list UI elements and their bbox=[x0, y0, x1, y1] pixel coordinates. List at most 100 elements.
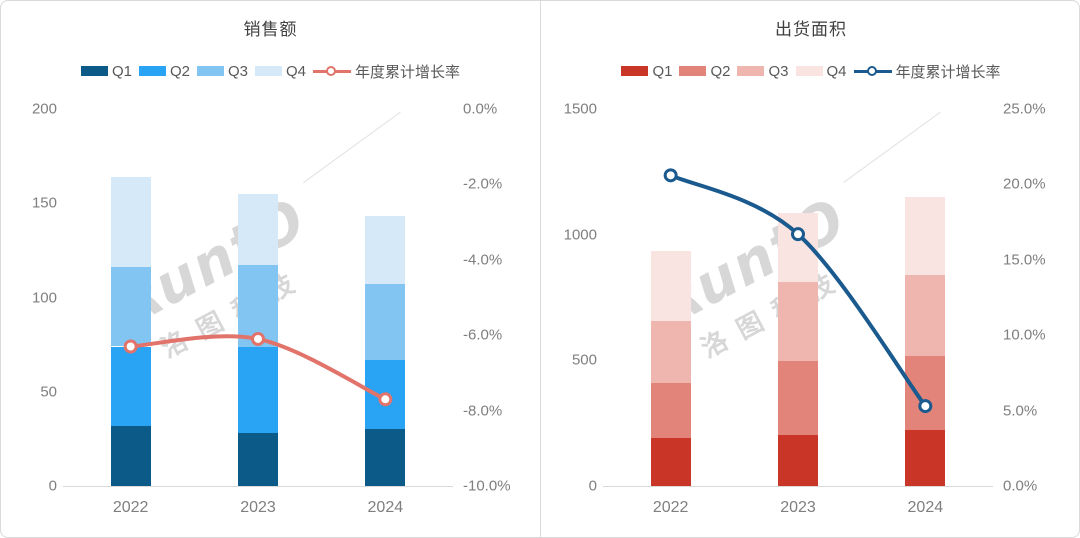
bar-segment-q3-2024 bbox=[365, 284, 406, 360]
legend-swatch bbox=[795, 66, 823, 76]
y-axis-left-tick-label: 150 bbox=[31, 194, 57, 212]
x-axis-label: 2022 bbox=[112, 499, 149, 516]
y-axis-right-tick-label: 20.0% bbox=[1003, 175, 1046, 193]
legend-swatch bbox=[138, 66, 166, 76]
bar-segment-q1-2024 bbox=[905, 430, 946, 486]
x-axis-line bbox=[603, 486, 993, 487]
x-axis-label: 2023 bbox=[240, 499, 276, 516]
legend-line-dot bbox=[866, 66, 877, 76]
y-axis-right-tick-label: 5.0% bbox=[1003, 402, 1038, 420]
bar-segment-q1-2023 bbox=[778, 435, 818, 486]
bar-segment-q2-2023 bbox=[238, 346, 278, 434]
bar-segment-q2-2024 bbox=[905, 355, 946, 431]
bar-segment-q2-2022 bbox=[650, 383, 691, 439]
y-axis-right-tick-label: -6.0% bbox=[463, 326, 503, 344]
legend-item-q4: Q4 bbox=[255, 63, 306, 80]
chart-legend: Q1 Q2 Q3 Q4 年度累计增长率 bbox=[541, 61, 1079, 82]
bar-segment-q1-2022 bbox=[650, 438, 691, 486]
legend-item-q4: Q4 bbox=[795, 62, 847, 80]
chart-title: 销售额 bbox=[243, 20, 298, 39]
legend-label: Q4 bbox=[286, 62, 307, 80]
legend-item-q2: Q2 bbox=[138, 62, 190, 80]
bar-segment-q1-2024 bbox=[365, 429, 406, 486]
y-axis-left-tick-label: 200 bbox=[31, 100, 57, 118]
y-axis-left-tick-label: 1500 bbox=[563, 100, 597, 118]
y-axis-right-tick-label: -10.0% bbox=[463, 477, 511, 495]
x-axis-label: 2024 bbox=[367, 499, 404, 516]
legend-line-marker-icon bbox=[853, 65, 892, 77]
y-axis-left-tick-label: 500 bbox=[571, 351, 597, 369]
x-axis-label: 2022 bbox=[652, 499, 689, 516]
growth-line-marker-2023 bbox=[791, 227, 805, 242]
chart-plot-area: 0 500 1000 1500 0.0% 5.0% 10.0% 15.0% 20.0% 25.0%… bbox=[541, 1, 1079, 537]
y-axis-left-tick-label: 0 bbox=[48, 477, 57, 495]
legend-swatch bbox=[679, 66, 707, 76]
legend-label: Q1 bbox=[652, 62, 673, 80]
x-axis-label: 2023 bbox=[780, 499, 816, 516]
legend-label: Q3 bbox=[768, 62, 789, 80]
y-axis-right-tick-label: 0.0% bbox=[463, 100, 498, 118]
legend-label: 年度累计增长率 bbox=[895, 63, 1001, 81]
shipment-area-chart-panel: 出货面积 Q1 Q2 Q3 Q4 年度累计增长率 RuntO 洛图科技 0 500 1000… bbox=[541, 1, 1079, 537]
legend-swatch bbox=[255, 66, 282, 76]
legend-line-marker-icon bbox=[313, 65, 352, 77]
legend-label: Q2 bbox=[169, 62, 190, 80]
legend-item-q3: Q3 bbox=[737, 62, 789, 80]
chart-legend: Q1 Q2 Q3 Q4 年度累计增长率 bbox=[1, 61, 540, 81]
bar-segment-q4-2024 bbox=[365, 216, 406, 285]
growth-line-layer bbox=[123, 331, 393, 407]
bar-segment-q3-2023 bbox=[778, 281, 818, 361]
legend-item-q1: Q1 bbox=[80, 62, 132, 80]
x-axis-line bbox=[63, 486, 453, 487]
legend-swatch bbox=[621, 66, 649, 76]
y-axis-right-tick-label: 15.0% bbox=[1003, 251, 1046, 269]
growth-line-marker-2022 bbox=[663, 168, 678, 183]
y-axis-right-tick-label: -4.0% bbox=[463, 251, 503, 269]
legend-label: Q4 bbox=[826, 62, 847, 80]
legend-item-growth-line: 年度累计增长率 bbox=[853, 61, 1001, 82]
legend-label: Q2 bbox=[710, 62, 731, 80]
legend-item-growth-line: 年度累计增长率 bbox=[313, 61, 460, 82]
bar-segment-q2-2023 bbox=[778, 360, 818, 436]
bar-segment-q4-2022 bbox=[110, 176, 151, 268]
growth-line-path bbox=[668, 173, 928, 409]
y-axis-right-tick-label: 25.0% bbox=[1003, 100, 1046, 118]
y-axis-left-tick-label: 1000 bbox=[563, 226, 597, 244]
legend-item-q1: Q1 bbox=[621, 63, 672, 80]
y-axis-right-tick-label: 10.0% bbox=[1003, 326, 1046, 344]
y-axis-left-tick-label: 0 bbox=[588, 477, 597, 495]
growth-line-marker-2023 bbox=[251, 331, 265, 346]
legend-item-q2: Q2 bbox=[679, 63, 730, 80]
y-axis-right-tick-label: -8.0% bbox=[463, 402, 503, 420]
legend-swatch bbox=[737, 66, 765, 76]
growth-line-marker-2024 bbox=[378, 392, 393, 407]
growth-line-marker-2022 bbox=[123, 339, 138, 354]
y-axis-right-tick-label: 0.0% bbox=[1003, 477, 1038, 495]
bar-segment-q1-2022 bbox=[110, 425, 151, 486]
legend-line-dot bbox=[326, 66, 337, 76]
y-axis-right-tick-label: -2.0% bbox=[463, 175, 503, 193]
bar-segment-q3-2022 bbox=[650, 320, 691, 384]
x-axis-label: 2024 bbox=[907, 499, 944, 516]
chart-plot-area: 0 50 100 150 200 -10.0% -8.0% -6.0% -4.0% -2.0% 0.… bbox=[1, 1, 541, 537]
legend-item-q3: Q3 bbox=[196, 62, 248, 80]
chart-title: 出货面积 bbox=[775, 20, 847, 39]
legend-swatch bbox=[80, 66, 108, 76]
legend-label: Q1 bbox=[111, 62, 132, 80]
bar-segment-q3-2024 bbox=[905, 274, 946, 356]
legend-swatch bbox=[196, 66, 224, 76]
growth-line-layer bbox=[663, 168, 933, 414]
y-axis-left-tick-label: 50 bbox=[40, 383, 57, 401]
growth-line-marker-2024 bbox=[918, 399, 933, 414]
y-axis-left-tick-label: 100 bbox=[31, 289, 57, 306]
bar-segment-q1-2023 bbox=[238, 433, 278, 486]
bar-segment-q3-2022 bbox=[110, 267, 151, 347]
sales-chart-panel: 销售额 Q1 Q2 Q3 Q4 年度累计增长率 RuntO 洛图科技 0 50 100 150… bbox=[1, 1, 541, 537]
bar-segment-q4-2022 bbox=[650, 251, 691, 321]
bar-segment-q4-2023 bbox=[238, 193, 278, 266]
bar-segment-q2-2022 bbox=[110, 346, 151, 426]
legend-label: Q3 bbox=[227, 62, 248, 80]
bar-segment-q4-2024 bbox=[905, 197, 946, 275]
legend-label: 年度累计增长率 bbox=[355, 63, 461, 81]
